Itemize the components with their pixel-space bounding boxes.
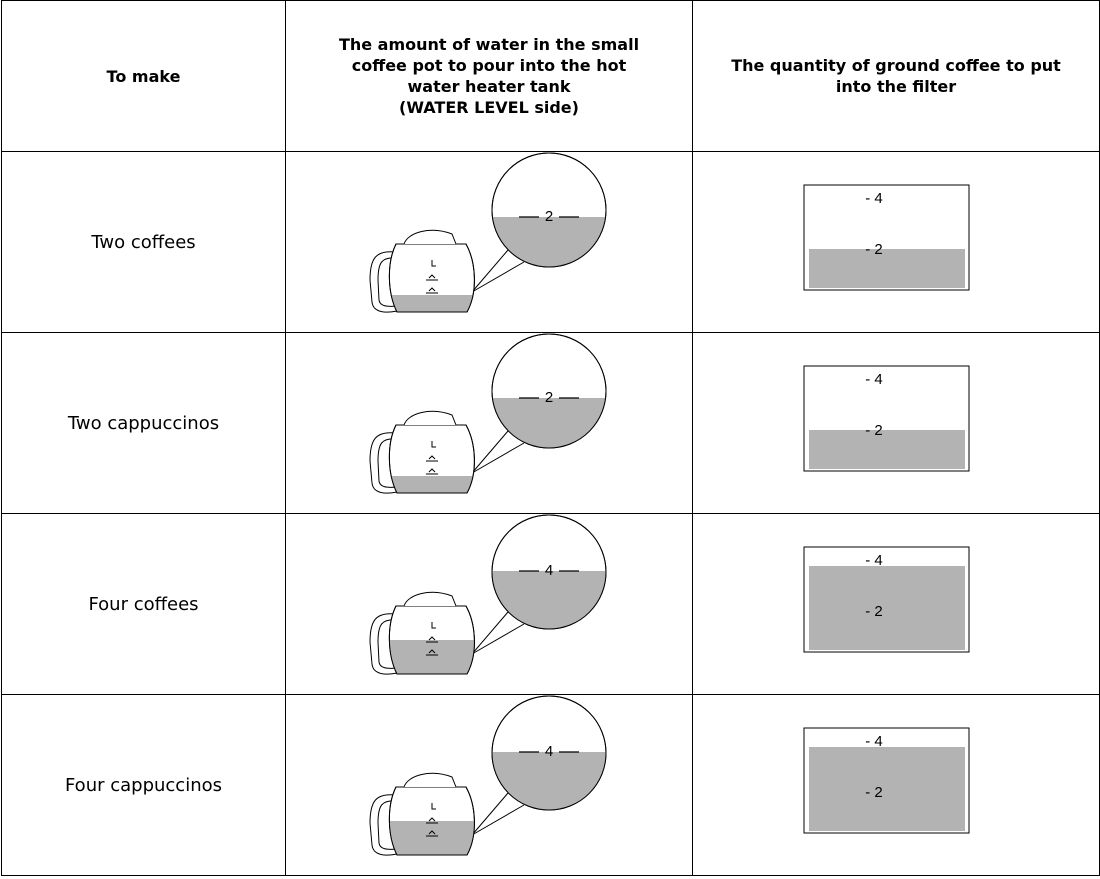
filter-mark: - 2 [865, 784, 883, 801]
row-label: Two coffees [91, 231, 196, 253]
pot-illustration: 2 [369, 152, 607, 313]
filter-cell: - 4 - 2 [692, 513, 1100, 695]
header-line: The quantity of ground coffee to put [731, 56, 1061, 75]
header-line: into the filter [835, 77, 957, 96]
row-label: Two cappuccinos [67, 412, 220, 434]
table-row: Four coffees 4 - 4 - 2 [1, 513, 1100, 695]
row-label: Four coffees [88, 593, 199, 615]
filter-cell: - 4 - 2 [692, 151, 1100, 333]
filter-cell: - 4 - 2 [692, 694, 1100, 876]
table-body: Two coffees 2 - 4 - 2 [1, 151, 1100, 876]
filter-mark: - 2 [865, 603, 883, 620]
header-row: To make The amount of water in the small… [1, 0, 1100, 152]
level-label: 4 [545, 562, 553, 579]
row-label-cell: Four cappuccinos [1, 694, 286, 876]
row-label-cell: Two cappuccinos [1, 332, 286, 514]
header-cell: The amount of water in the small coffee p… [285, 0, 693, 152]
row-label-cell: Two coffees [1, 151, 286, 333]
pot-illustration: 4 [369, 514, 607, 675]
row-label-cell: Four coffees [1, 513, 286, 695]
filter-mark: - 4 [865, 552, 883, 569]
filter-mark: - 4 [865, 733, 883, 750]
level-label: 2 [545, 208, 553, 225]
filter-mark: - 2 [865, 422, 883, 439]
header-line: The amount of water in the small [338, 35, 640, 54]
filter-mark: - 4 [865, 371, 883, 388]
filter-illustration: - 4 - 2 [803, 365, 970, 472]
filter-mark: - 4 [865, 190, 883, 207]
header-line: water heater tank [407, 77, 571, 96]
pot-cell: 2 [285, 332, 693, 514]
table-row: Two cappuccinos 2 - 4 - 2 [1, 332, 1100, 514]
row-label: Four cappuccinos [64, 774, 223, 796]
filter-cell: - 4 - 2 [692, 332, 1100, 514]
header-cell: The quantity of ground coffee to put into… [692, 0, 1100, 152]
table-row: Two coffees 2 - 4 - 2 [1, 151, 1100, 333]
level-label: 2 [545, 389, 553, 406]
pot-cell: 2 [285, 151, 693, 333]
table-row: Four cappuccinos 4 - 4 - 2 [1, 694, 1100, 876]
filter-illustration: - 4 - 2 [803, 727, 970, 834]
header-cell: To make [1, 0, 286, 152]
header-text: To make [106, 66, 181, 86]
level-label: 4 [545, 743, 553, 760]
pot-illustration: 4 [369, 695, 607, 856]
pot-cell: 4 [285, 694, 693, 876]
filter-illustration: - 4 - 2 [803, 184, 970, 291]
filter-mark: - 2 [865, 241, 883, 258]
filter-illustration: - 4 - 2 [803, 546, 970, 653]
header-line: coffee pot to pour into the hot [351, 56, 627, 75]
pot-illustration: 2 [369, 333, 607, 494]
pot-cell: 4 [285, 513, 693, 695]
header-line: (WATER LEVEL side) [399, 98, 579, 117]
